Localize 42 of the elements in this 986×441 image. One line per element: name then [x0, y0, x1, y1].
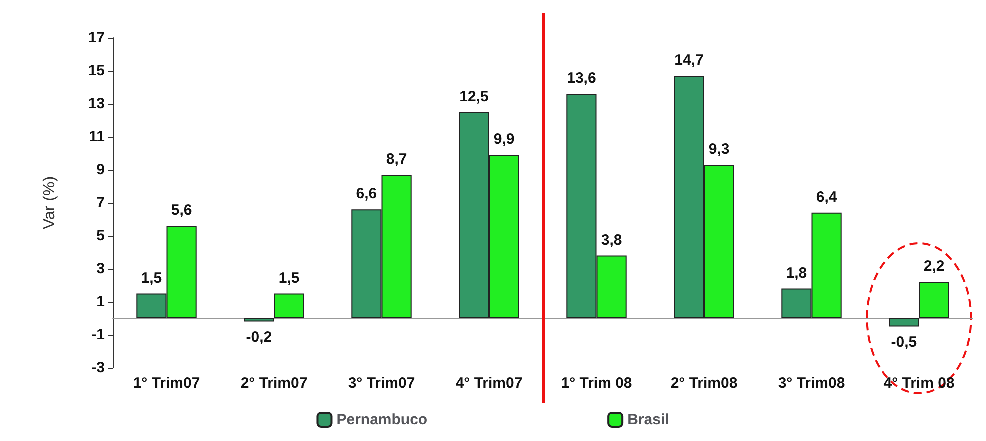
- x-tick-label: 1° Trim 08: [561, 375, 632, 392]
- data-label: 6,6: [356, 186, 378, 203]
- data-label: 9,3: [708, 141, 730, 158]
- data-label: 1,8: [786, 264, 808, 282]
- y-tick-label: 11: [89, 128, 105, 146]
- y-tick-label: 13: [88, 96, 105, 112]
- data-label: 13,6: [567, 70, 596, 88]
- bar: [274, 294, 304, 318]
- x-tick-label: 3° Trim08: [778, 375, 846, 392]
- x-tick-label: 4° Trim07: [456, 375, 523, 392]
- x-tick-label: 4° Trim 08: [884, 375, 955, 392]
- x-tick-label: 2° Trim08: [670, 375, 738, 392]
- legend-label: Brasil: [628, 412, 670, 428]
- data-label: 1,5: [278, 270, 300, 287]
- y-tick-label: -1: [92, 326, 105, 344]
- y-tick-label: 1: [96, 294, 105, 310]
- y-tick-label: 15: [88, 62, 105, 80]
- bar: [919, 282, 950, 318]
- data-label: 8,7: [386, 150, 408, 168]
- x-tick-label: 2° Trim07: [240, 375, 308, 392]
- data-label: -0,2: [246, 328, 272, 346]
- y-tick-label: 7: [96, 194, 105, 212]
- y-axis-title: Var (%): [42, 176, 58, 230]
- data-label: 9,9: [494, 131, 515, 148]
- y-tick-label: -3: [92, 360, 105, 376]
- data-label: 14,7: [674, 52, 704, 69]
- y-tick-label: 17: [88, 30, 105, 46]
- legend-label: Pernambuco: [336, 412, 428, 428]
- data-label: 3,8: [601, 232, 622, 249]
- y-tick-label: 9: [96, 162, 105, 178]
- data-label: 2,2: [924, 258, 945, 276]
- bar: [889, 318, 920, 327]
- x-tick-label: 1° Trim07: [133, 375, 200, 392]
- data-label: 6,4: [816, 188, 838, 206]
- data-label: 1,5: [141, 270, 162, 287]
- data-label: -0,5: [891, 334, 918, 351]
- x-tick-label: 3° Trim07: [348, 375, 416, 392]
- y-tick-label: 3: [96, 260, 105, 278]
- data-label: 12,5: [460, 88, 489, 106]
- y-tick-label: 5: [96, 228, 105, 244]
- bar: [244, 318, 274, 322]
- data-label: 5,6: [171, 202, 192, 220]
